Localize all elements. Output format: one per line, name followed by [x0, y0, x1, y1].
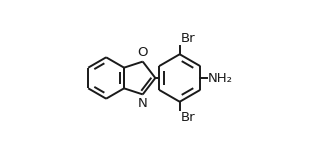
Text: Br: Br	[180, 32, 195, 45]
Text: O: O	[137, 46, 148, 59]
Text: N: N	[138, 97, 148, 110]
Text: NH₂: NH₂	[208, 71, 233, 85]
Text: Br: Br	[180, 111, 195, 124]
